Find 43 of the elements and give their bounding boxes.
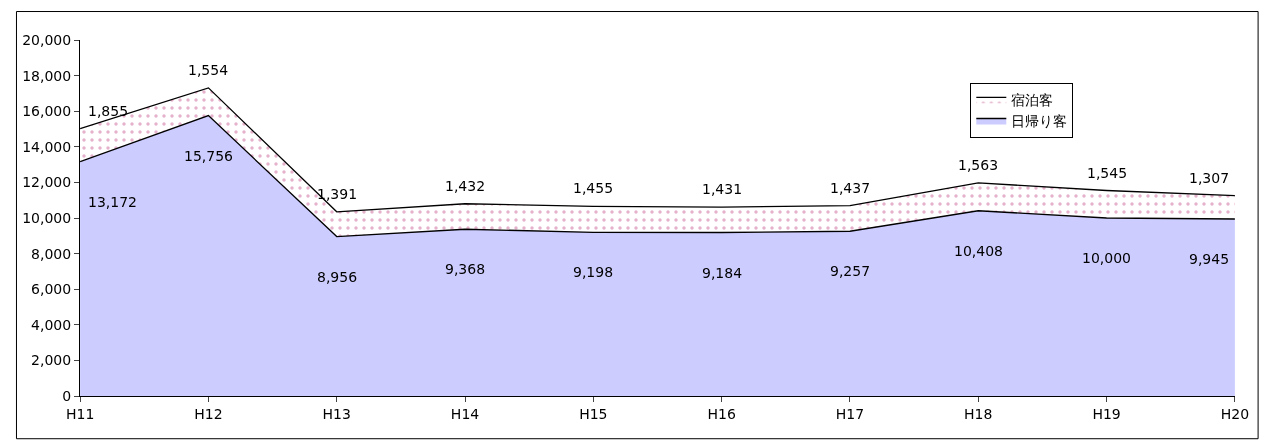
- y-tick-label: 0: [62, 387, 72, 404]
- data-label: 1,432: [445, 178, 486, 194]
- data-label: 13,172: [88, 194, 137, 210]
- data-label: 1,563: [958, 157, 999, 173]
- x-tick-label: H20: [1220, 405, 1250, 422]
- data-label: 10,408: [954, 243, 1003, 259]
- y-tick-label: 10,000: [22, 209, 72, 226]
- data-label: 10,000: [1082, 250, 1131, 266]
- x-tick-label: H18: [964, 405, 993, 422]
- data-label: 9,368: [445, 261, 486, 277]
- x-tick-label: H15: [579, 405, 608, 422]
- x-tick-label: H14: [450, 405, 480, 422]
- x-tick-label: H11: [65, 405, 95, 422]
- data-label: 8,956: [317, 269, 358, 285]
- y-tick-label: 6,000: [31, 281, 72, 298]
- x-tick-label: H17: [835, 405, 865, 422]
- y-tick-label: 16,000: [22, 103, 72, 120]
- x-tick-label: H12: [194, 405, 223, 422]
- y-tick-label: 14,000: [22, 138, 72, 155]
- legend-label: 日帰り客: [1011, 112, 1068, 129]
- y-tick-label: 20,000: [22, 31, 72, 48]
- y-tick-label: 2,000: [31, 352, 72, 369]
- data-label: 1,437: [830, 180, 871, 196]
- y-tick-label: 8,000: [31, 245, 72, 262]
- data-label: 9,257: [830, 263, 871, 279]
- y-tick-label: 12,000: [22, 174, 72, 191]
- data-label: 1,455: [573, 180, 614, 196]
- x-tick-label: H19: [1092, 405, 1121, 422]
- legend-label: 宿泊客: [1011, 91, 1054, 108]
- data-label: 15,756: [184, 148, 234, 164]
- data-label: 9,945: [1189, 251, 1230, 267]
- x-tick-label: H16: [707, 405, 736, 422]
- x-tick-label: H13: [322, 405, 351, 422]
- data-label: 1,307: [1189, 170, 1230, 186]
- data-label: 9,198: [573, 264, 614, 280]
- data-label: 1,855: [88, 103, 129, 119]
- data-label: 1,554: [188, 62, 229, 78]
- data-label: 9,184: [702, 265, 743, 281]
- data-label: 1,431: [702, 181, 743, 197]
- data-label: 1,391: [317, 186, 358, 202]
- y-tick-label: 18,000: [22, 67, 72, 84]
- data-label: 1,545: [1087, 165, 1128, 181]
- y-tick-label: 4,000: [31, 316, 72, 333]
